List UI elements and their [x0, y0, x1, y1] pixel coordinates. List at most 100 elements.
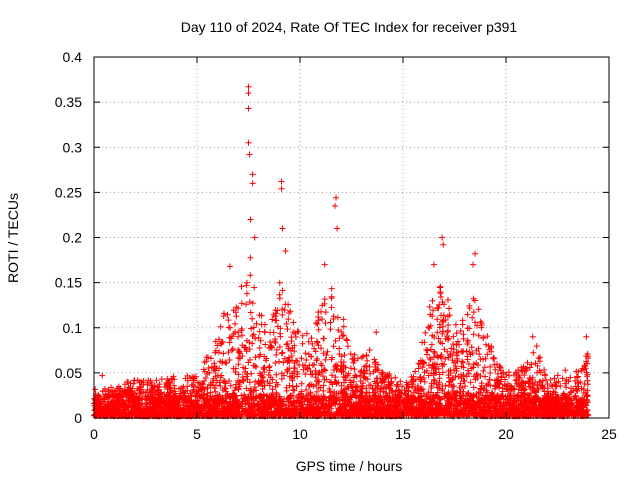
data-point: [408, 409, 415, 416]
data-point: [248, 407, 255, 414]
data-point: [236, 408, 243, 415]
data-point: [392, 374, 399, 381]
data-point: [358, 410, 365, 417]
data-point: [426, 303, 433, 310]
data-point: [553, 379, 560, 386]
data-point: [212, 398, 219, 405]
data-point: [177, 409, 184, 416]
data-point: [211, 385, 218, 392]
data-point: [340, 332, 347, 339]
data-point: [243, 282, 250, 289]
data-point: [217, 382, 224, 389]
data-point: [189, 381, 196, 388]
data-point: [250, 331, 257, 338]
data-point: [270, 329, 277, 336]
data-point: [334, 365, 341, 372]
data-point: [475, 396, 482, 403]
data-point: [572, 392, 579, 399]
data-point: [111, 411, 118, 418]
data-point: [126, 398, 133, 405]
data-point: [565, 378, 572, 385]
data-point: [502, 376, 509, 383]
data-point: [466, 403, 473, 410]
data-point: [290, 319, 297, 326]
data-point: [328, 372, 335, 379]
data-point: [119, 388, 126, 395]
data-point: [418, 402, 425, 409]
data-point: [559, 375, 566, 382]
data-point: [287, 393, 294, 400]
data-point: [501, 408, 508, 415]
data-point: [349, 404, 356, 411]
data-point: [344, 343, 351, 350]
data-point: [259, 373, 266, 380]
data-point: [340, 323, 347, 330]
data-point: [462, 383, 469, 390]
data-point: [530, 349, 537, 356]
data-point: [500, 405, 507, 412]
data-point: [512, 403, 519, 410]
data-point: [279, 311, 286, 318]
data-point: [387, 385, 394, 392]
data-point: [211, 360, 218, 367]
data-point: [477, 318, 484, 325]
data-point: [530, 382, 537, 389]
data-point: [347, 365, 354, 372]
data-point: [276, 393, 283, 400]
data-point: [363, 362, 370, 369]
data-point: [279, 349, 286, 356]
data-point: [216, 336, 223, 343]
data-point: [453, 390, 460, 397]
data-point: [429, 313, 436, 320]
data-point: [420, 411, 427, 418]
data-point: [525, 378, 532, 385]
data-point: [458, 395, 465, 402]
data-point: [357, 403, 364, 410]
data-point: [420, 360, 427, 367]
data-point: [233, 313, 240, 320]
data-point: [563, 393, 570, 400]
data-point: [361, 374, 368, 381]
data-point: [256, 353, 263, 360]
data-point: [543, 400, 550, 407]
data-point: [434, 389, 441, 396]
data-point: [124, 403, 131, 410]
data-point: [141, 407, 148, 414]
data-point: [547, 376, 554, 383]
data-point: [99, 396, 106, 403]
data-point: [436, 395, 443, 402]
data-point: [314, 355, 321, 362]
data-point: [93, 403, 100, 410]
data-point: [343, 336, 350, 343]
data-point: [464, 353, 471, 360]
data-point: [261, 410, 268, 417]
data-point: [280, 398, 287, 405]
data-point: [95, 399, 102, 406]
data-point: [284, 407, 291, 414]
data-point: [445, 394, 452, 401]
data-point: [422, 329, 429, 336]
data-point: [232, 320, 239, 327]
data-point: [249, 315, 256, 322]
data-point: [441, 409, 448, 416]
data-point: [179, 385, 186, 392]
data-point: [226, 339, 233, 346]
data-point: [523, 366, 530, 373]
data-point: [473, 411, 480, 418]
data-point: [122, 388, 129, 395]
data-point: [142, 401, 149, 408]
data-point: [150, 404, 157, 411]
data-point: [171, 400, 178, 407]
data-point: [294, 394, 301, 401]
data-point: [267, 410, 274, 417]
data-point: [154, 392, 161, 399]
data-point: [299, 411, 306, 418]
data-point: [196, 393, 203, 400]
data-point: [303, 386, 310, 393]
data-point: [393, 409, 400, 416]
data-point: [393, 381, 400, 388]
data-point: [408, 403, 415, 410]
data-point: [377, 397, 384, 404]
data-point: [163, 395, 170, 402]
data-point: [146, 388, 153, 395]
